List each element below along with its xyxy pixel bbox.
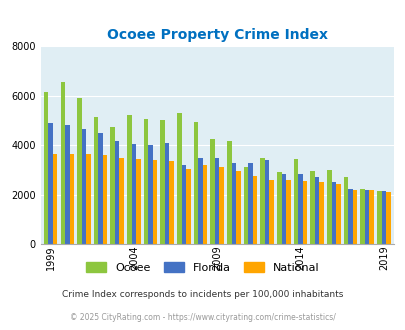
Bar (152, 160, 157, 244)
Bar (136, 159, 140, 244)
Bar (352, 190, 356, 244)
Bar (214, 157, 219, 244)
Bar (236, 171, 240, 244)
Bar (319, 182, 323, 244)
Bar (81, 129, 86, 244)
Bar (177, 113, 181, 244)
Bar (77, 98, 81, 244)
Bar (102, 155, 107, 244)
Bar (98, 133, 102, 244)
Bar (376, 191, 381, 244)
Bar (127, 115, 131, 244)
Bar (269, 180, 273, 244)
Title: Ocoee Property Crime Index: Ocoee Property Crime Index (107, 28, 327, 42)
Bar (385, 192, 390, 244)
Bar (252, 176, 257, 244)
Bar (243, 168, 248, 244)
Bar (286, 180, 290, 244)
Bar (260, 157, 264, 244)
Bar (210, 139, 214, 244)
Text: © 2025 CityRating.com - https://www.cityrating.com/crime-statistics/: © 2025 CityRating.com - https://www.city… (70, 313, 335, 322)
Bar (360, 188, 364, 244)
Bar (219, 168, 224, 244)
Legend: Ocoee, Florida, National: Ocoee, Florida, National (82, 258, 323, 277)
Bar (281, 174, 286, 244)
Bar (369, 190, 373, 244)
Bar (198, 157, 202, 244)
Bar (160, 120, 164, 244)
Bar (347, 188, 352, 244)
Bar (60, 82, 65, 244)
Bar (264, 160, 269, 244)
Bar (169, 161, 174, 244)
Bar (326, 170, 331, 244)
Bar (131, 144, 136, 244)
Bar (202, 165, 207, 244)
Bar (364, 190, 369, 244)
Bar (181, 165, 185, 244)
Bar (143, 119, 148, 244)
Bar (185, 169, 190, 244)
Bar (164, 143, 169, 244)
Bar (115, 142, 119, 244)
Bar (298, 174, 302, 244)
Bar (302, 181, 307, 244)
Bar (44, 92, 48, 244)
Bar (110, 127, 115, 244)
Bar (314, 178, 319, 244)
Bar (231, 163, 236, 244)
Bar (293, 159, 298, 244)
Bar (48, 123, 53, 244)
Text: Crime Index corresponds to incidents per 100,000 inhabitants: Crime Index corresponds to incidents per… (62, 290, 343, 299)
Bar (53, 154, 57, 244)
Bar (248, 163, 252, 244)
Bar (310, 171, 314, 244)
Bar (331, 182, 335, 244)
Bar (69, 154, 74, 244)
Bar (193, 122, 198, 244)
Bar (148, 145, 152, 244)
Bar (94, 117, 98, 244)
Bar (277, 172, 281, 244)
Bar (343, 178, 347, 244)
Bar (65, 125, 69, 244)
Bar (381, 191, 385, 244)
Bar (119, 157, 124, 244)
Bar (86, 154, 90, 244)
Bar (226, 142, 231, 244)
Bar (335, 183, 340, 244)
